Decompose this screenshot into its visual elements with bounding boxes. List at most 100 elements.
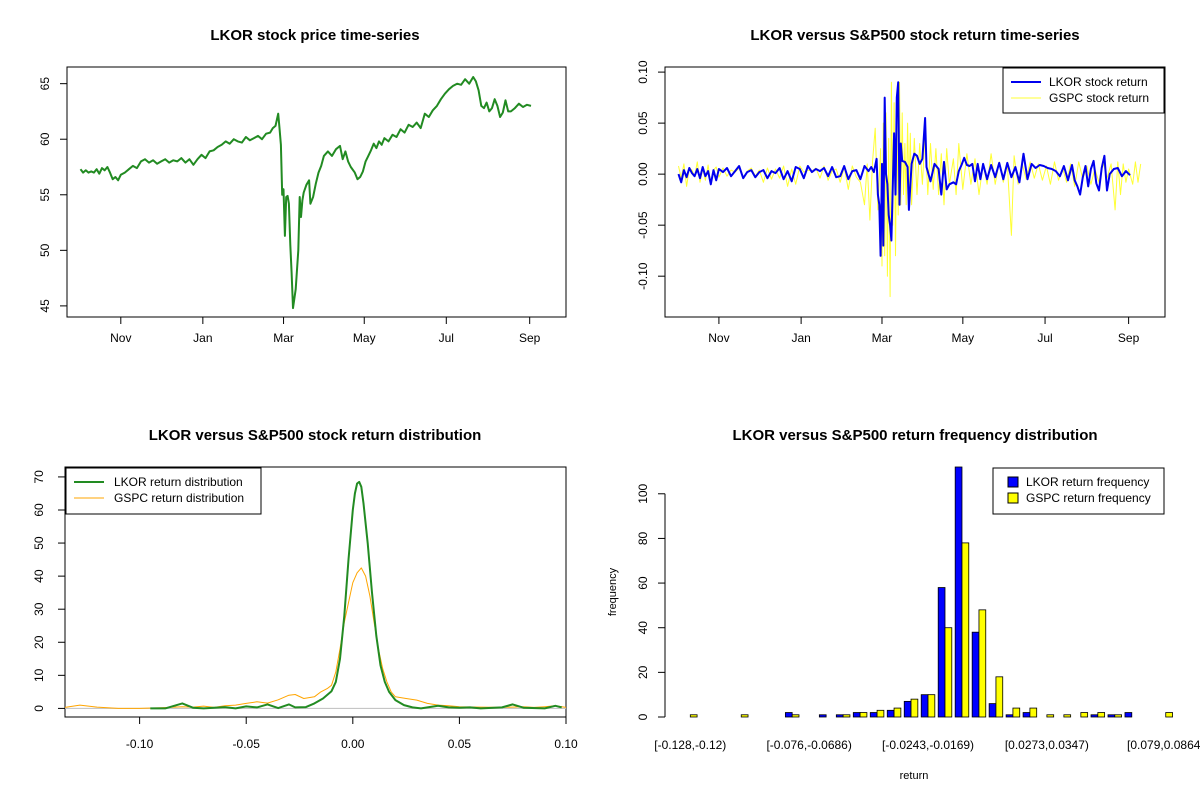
frequency-y-tick-label: 60 (636, 576, 650, 590)
frequency-gspc-bar (1029, 707, 1038, 718)
returns-panel: LKOR versus S&P500 stock return time-ser… (636, 27, 1166, 345)
frequency-gspc-bar (995, 676, 1004, 718)
price-panel: LKOR stock price time-series Nov Jan Mar Ma… (38, 27, 567, 345)
frequency-legend-lkor-swatch (1007, 476, 1019, 488)
returns-legend: LKOR stock return GSPC stock return (1002, 67, 1165, 114)
returns-y-tick-label: 0.00 (636, 162, 650, 186)
price-x-tick-label: Mar (273, 331, 294, 345)
frequency-gspc-bar (859, 712, 868, 718)
frequency-x-tick-label: [-0.128,-0.12) (654, 738, 726, 752)
price-series-group (79, 76, 532, 310)
returns-legend-box (1002, 67, 1165, 114)
frequency-gspc-bar (978, 609, 987, 718)
frequency-gspc-bar (1165, 712, 1173, 718)
price-x-tick-label: May (353, 331, 376, 345)
frequency-bars-group (689, 466, 1173, 718)
density-y-tick-label: 30 (32, 602, 46, 616)
frequency-lkor-bar (1107, 714, 1116, 718)
density-legend-box (65, 467, 262, 515)
density-y-tick-label: 50 (32, 536, 46, 550)
returns-y-axis: -0.10 -0.05 0.00 0.05 0.10 (636, 60, 666, 290)
frequency-lkor-bar (937, 587, 946, 718)
density-y-tick-label: 60 (32, 503, 46, 517)
returns-x-tick-label: Jan (791, 331, 810, 345)
price-y-tick-label: 55 (38, 188, 52, 202)
frequency-gspc-bar (791, 714, 800, 718)
frequency-lkor-bar (1005, 714, 1014, 718)
frequency-y-tick-label: 20 (636, 665, 650, 679)
frequency-x-tick-label: [-0.076,-0.0686) (766, 738, 851, 752)
frequency-y-tick-label: 40 (636, 621, 650, 635)
density-lkor-line (150, 480, 562, 710)
density-series-group (64, 480, 567, 710)
frequency-gspc-bar (1097, 712, 1106, 718)
price-chart-title: LKOR stock price time-series (210, 27, 419, 44)
frequency-gspc-bar (944, 627, 953, 718)
price-y-tick-label: 60 (38, 132, 52, 146)
frequency-gspc-bar (910, 698, 919, 718)
frequency-gspc-bar (1114, 714, 1123, 718)
frequency-gspc-bar (876, 709, 885, 718)
frequency-x-tick-label: [0.0273,0.0347) (1005, 738, 1089, 752)
frequency-legend-lkor-label: LKOR return frequency (1026, 475, 1149, 489)
frequency-gspc-bar (1046, 714, 1055, 718)
frequency-gspc-bar (1080, 712, 1089, 718)
returns-y-tick-label: 0.05 (636, 111, 650, 135)
frequency-lkor-bar (1090, 714, 1099, 718)
frequency-gspc-bar (961, 542, 970, 718)
returns-legend-gspc-label: GSPC stock return (1049, 91, 1149, 105)
price-y-tick-label: 65 (38, 77, 52, 91)
returns-y-tick-label: 0.10 (636, 60, 650, 84)
returns-x-tick-label: May (952, 331, 975, 345)
density-x-tick-label: 0.10 (554, 737, 578, 751)
frequency-legend-gspc-swatch (1007, 492, 1019, 504)
frequency-lkor-bar (1124, 712, 1133, 718)
density-x-tick-label: -0.10 (126, 737, 154, 751)
frequency-gspc-bar (1012, 707, 1021, 718)
price-x-tick-label: Sep (519, 331, 541, 345)
frequency-chart-title: LKOR versus S&P500 return frequency dist… (732, 427, 1097, 444)
price-x-axis: Nov Jan Mar May Jul Sep (110, 316, 541, 345)
frequency-y-axis-title: frequency (607, 567, 619, 616)
frequency-legend-box (992, 467, 1165, 515)
returns-x-tick-label: Jul (1037, 331, 1052, 345)
frequency-lkor-bar (818, 714, 827, 718)
returns-x-tick-label: Nov (708, 331, 729, 345)
frequency-gspc-bar (927, 694, 936, 718)
density-y-tick-label: 10 (32, 668, 46, 682)
price-x-tick-label: Jan (193, 331, 212, 345)
returns-x-tick-label: Mar (872, 331, 893, 345)
density-chart-title: LKOR versus S&P500 stock return distribu… (149, 427, 482, 444)
price-x-tick-label: Nov (110, 331, 131, 345)
frequency-y-tick-label: 100 (636, 483, 650, 503)
frequency-lkor-bar (920, 694, 929, 718)
frequency-lkor-bar (1022, 712, 1031, 718)
returns-chart-title: LKOR versus S&P500 stock return time-ser… (750, 27, 1079, 44)
price-x-tick-label: Jul (439, 331, 454, 345)
frequency-x-axis-title: return (900, 770, 929, 782)
frequency-lkor-bar (886, 709, 895, 718)
price-series-line (79, 76, 532, 310)
frequency-lkor-bar (835, 714, 844, 718)
frequency-lkor-bar (971, 631, 980, 718)
frequency-gspc-bar (689, 714, 698, 718)
density-y-tick-label: 70 (32, 470, 46, 484)
density-y-axis: 0 10 20 30 40 50 60 70 (32, 470, 66, 712)
density-legend: LKOR return distribution GSPC return dis… (65, 467, 262, 515)
returns-y-tick-label: -0.05 (636, 211, 650, 239)
frequency-legend-gspc-label: GSPC return frequency (1026, 491, 1151, 505)
density-panel: LKOR versus S&P500 stock return distribu… (32, 427, 578, 751)
returns-series-group (677, 81, 1142, 298)
returns-legend-lkor-label: LKOR stock return (1049, 75, 1148, 89)
density-legend-gspc-label: GSPC return distribution (114, 491, 244, 505)
frequency-panel: LKOR versus S&P500 return frequency dist… (607, 427, 1200, 782)
density-y-tick-label: 0 (32, 705, 46, 712)
price-y-tick-label: 45 (38, 299, 52, 313)
returns-x-tick-label: Sep (1118, 331, 1140, 345)
density-legend-lkor-label: LKOR return distribution (114, 475, 243, 489)
frequency-lkor-bar (784, 712, 793, 718)
density-x-tick-label: 0.05 (448, 737, 472, 751)
returns-y-tick-label: -0.10 (636, 262, 650, 290)
returns-lkor-line (677, 81, 1131, 257)
